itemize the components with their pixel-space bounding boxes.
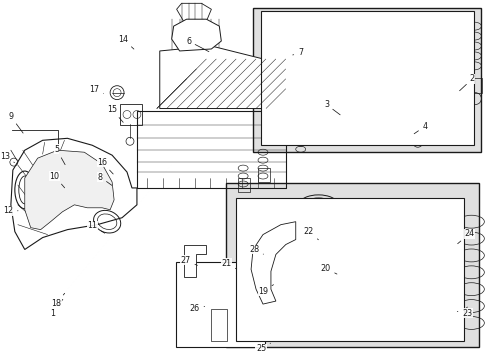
Text: 24: 24 [457,229,473,244]
Bar [187,257,193,271]
Text: 15: 15 [107,105,123,122]
Text: 20: 20 [320,264,336,274]
Polygon shape [183,244,206,277]
Text: 28: 28 [248,245,263,254]
Text: 18: 18 [51,293,64,307]
Bar [468,78,481,93]
Bar [261,11,473,145]
Bar [187,247,193,255]
Bar [226,183,478,347]
Polygon shape [11,138,137,249]
Text: 5: 5 [54,145,65,165]
Bar [238,178,249,192]
Text: 23: 23 [456,309,471,318]
Polygon shape [171,19,221,51]
Text: 10: 10 [49,171,64,188]
Text: 16: 16 [97,158,113,174]
Text: 27: 27 [180,256,197,265]
Bar [258,168,269,182]
Bar [120,104,142,125]
Text: 9: 9 [8,112,23,133]
Text: 19: 19 [257,285,273,296]
Text: 26: 26 [189,303,204,312]
Text: 2: 2 [459,74,474,91]
Text: 22: 22 [303,227,318,240]
Bar [211,309,227,341]
Text: 14: 14 [118,35,134,49]
Text: 21: 21 [221,259,236,269]
Text: 1: 1 [50,300,62,318]
Text: 3: 3 [324,100,340,115]
Text: 6: 6 [185,36,208,52]
Text: 17: 17 [89,85,103,94]
Polygon shape [250,222,295,304]
Bar [253,8,480,152]
Text: 8: 8 [98,172,112,185]
Text: 25: 25 [255,343,270,353]
Polygon shape [25,150,114,230]
Polygon shape [160,46,282,108]
Text: 11: 11 [87,221,104,233]
Text: 12: 12 [3,206,18,215]
Bar [175,262,264,347]
Text: 13: 13 [0,152,15,163]
Text: 4: 4 [413,122,427,134]
Bar [236,198,464,341]
Text: 7: 7 [292,49,303,58]
